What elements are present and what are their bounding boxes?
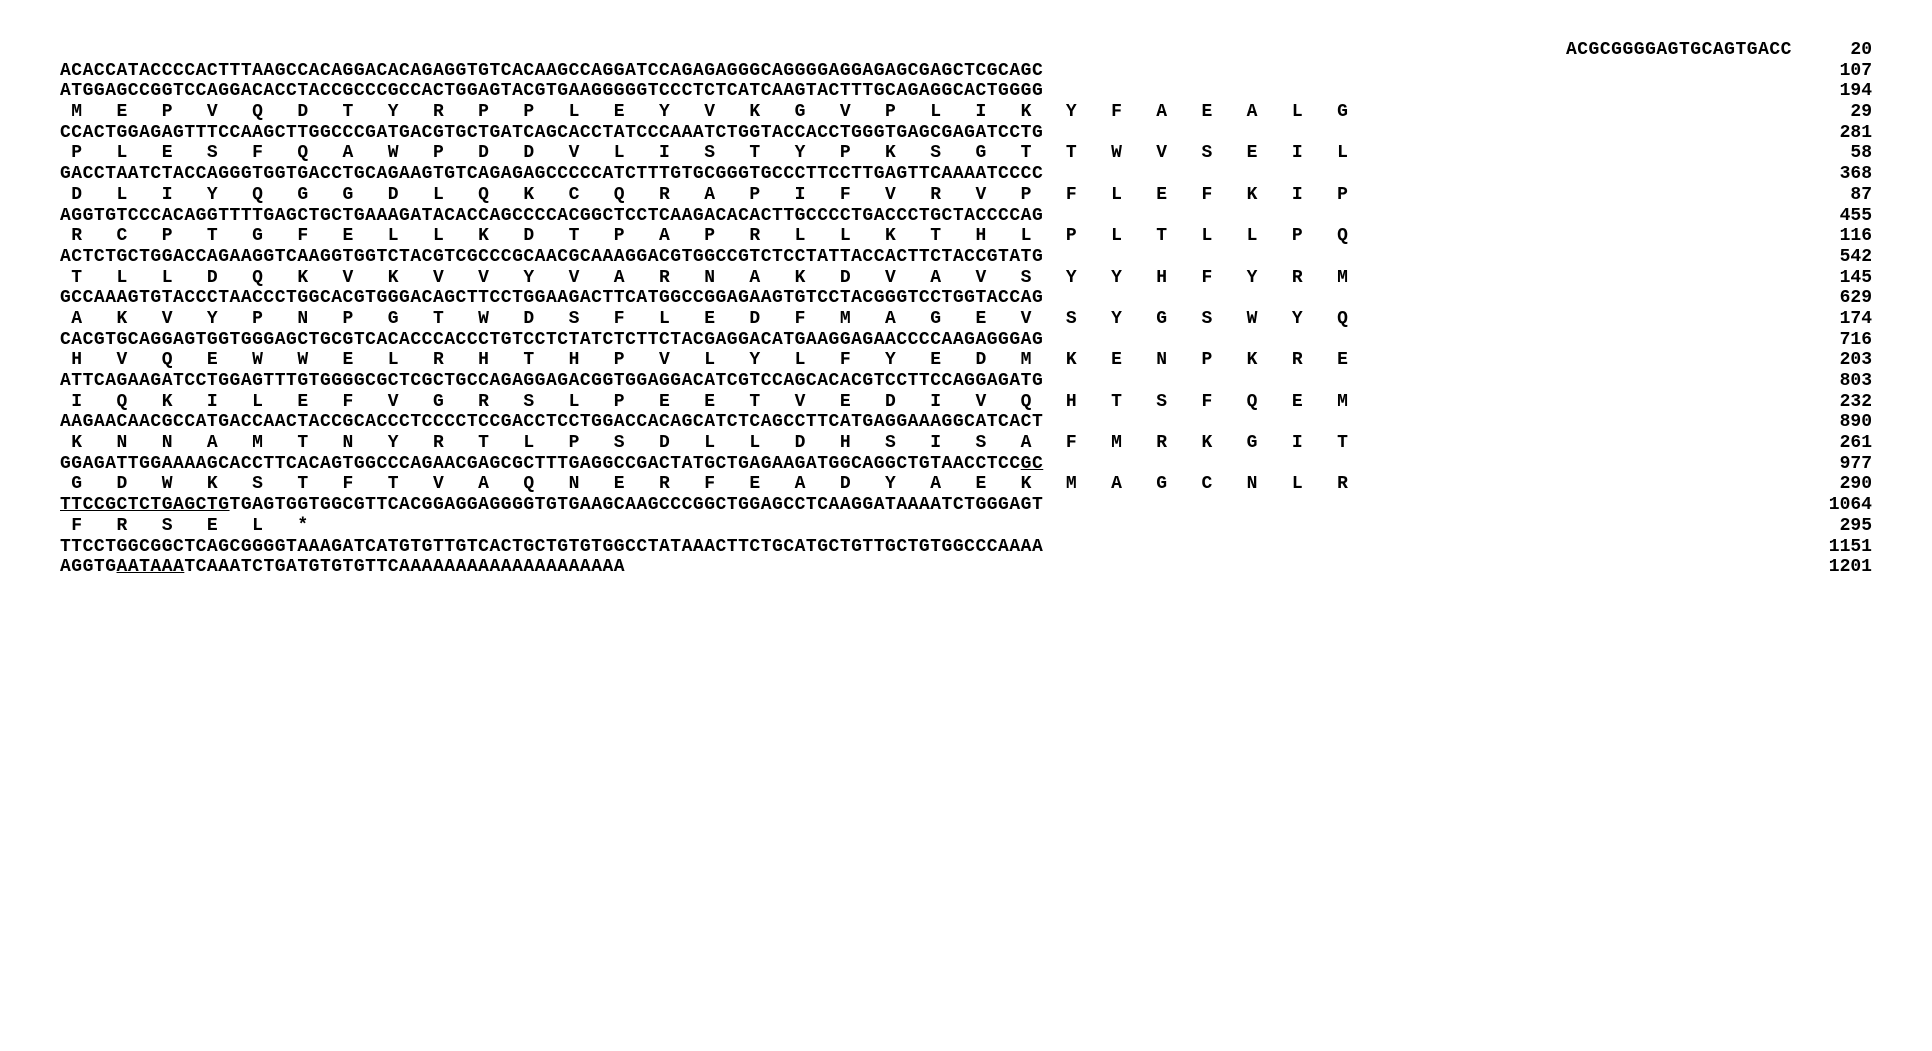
protein-line: K N N A M T N Y R T L P S D L L D H S I … (60, 433, 1872, 454)
protein-line: F R S E L * 295 (60, 516, 1872, 537)
protein-line: R C P T G F E L L K D T P A P R L L K T … (60, 226, 1872, 247)
protein-line: A K V Y P N P G T W D S F L E D F M A G … (60, 309, 1872, 330)
nucleotide-line: ACGCGGGGAGTGCAGTGACC 20 (60, 40, 1872, 61)
aa-sequence: P L E S F Q A W P D D V L I S T Y P K S … (60, 143, 1348, 164)
nucleotide-line: GACCTAATCTACCAGGGTGGTGACCTGCAGAAGTGTCAGA… (60, 164, 1872, 185)
nt-sequence: AGGTGAATAAATCAAATCTGATGTGTGTTCAAAAAAAAAA… (60, 557, 625, 578)
nucleotide-line: AAGAACAACGCCATGACCAACTACCGCACCCTCCCCTCCG… (60, 412, 1872, 433)
nucleotide-line: TTCCTGGCGGCTCAGCGGGGTAAAGATCATGTGTTGTCAC… (60, 537, 1872, 558)
position-number: 629 (1812, 288, 1872, 309)
nucleotide-line: AGGTGAATAAATCAAATCTGATGTGTGTTCAAAAAAAAAA… (60, 557, 1872, 578)
position-number: 803 (1812, 371, 1872, 392)
nucleotide-line: CACGTGCAGGAGTGGTGGGAGCTGCGTCACACCCACCCTG… (60, 330, 1872, 351)
position-number: 20 (1812, 40, 1872, 61)
nt-sequence: GCCAAAGTGTACCCTAACCCTGGCACGTGGGACAGCTTCC… (60, 288, 1043, 309)
position-number: 194 (1812, 81, 1872, 102)
aa-sequence: F R S E L * (60, 516, 309, 537)
aa-sequence: K N N A M T N Y R T L P S D L L D H S I … (60, 433, 1348, 454)
position-number: 455 (1812, 206, 1872, 227)
nt-sequence: AGGTGTCCCACAGGTTTTGAGCTGCTGAAAGATACACCAG… (60, 206, 1043, 227)
nt-sequence: ACACCATACCCCACTTTAAGCCACAGGACACAGAGGTGTC… (60, 61, 1043, 82)
aa-sequence: T L L D Q K V K V V Y V A R N A K D V A … (60, 268, 1348, 289)
position-number: 716 (1812, 330, 1872, 351)
nucleotide-line: AGGTGTCCCACAGGTTTTGAGCTGCTGAAAGATACACCAG… (60, 206, 1872, 227)
nucleotide-line: ATTCAGAAGATCCTGGAGTTTGTGGGGCGCTCGCTGCCAG… (60, 371, 1872, 392)
underlined-region: GC (1021, 454, 1044, 474)
nucleotide-line: ATGGAGCCGGTCCAGGACACCTACCGCCCGCCACTGGAGT… (60, 81, 1872, 102)
aa-position-number: 290 (1812, 474, 1872, 495)
aa-sequence: G D W K S T F T V A Q N E R F E A D Y A … (60, 474, 1348, 495)
position-number: 542 (1812, 247, 1872, 268)
nt-sequence: GACCTAATCTACCAGGGTGGTGACCTGCAGAAGTGTCAGA… (60, 164, 1043, 185)
aa-sequence: D L I Y Q G G D L Q K C Q R A P I F V R … (60, 185, 1348, 206)
protein-line: T L L D Q K V K V V Y V A R N A K D V A … (60, 268, 1872, 289)
nt-sequence: ACGCGGGGAGTGCAGTGACC (1566, 40, 1792, 61)
protein-line: P L E S F Q A W P D D V L I S T Y P K S … (60, 143, 1872, 164)
aa-sequence: H V Q E W W E L R H T H P V L Y L F Y E … (60, 350, 1348, 371)
aa-position-number: 203 (1812, 350, 1872, 371)
position-number: 1151 (1812, 537, 1872, 558)
nucleotide-line: ACTCTGCTGGACCAGAAGGTCAAGGTGGTCTACGTCGCCC… (60, 247, 1872, 268)
position-number: 977 (1812, 454, 1872, 475)
polyadenylation-signal: AATAAA (117, 557, 185, 577)
aa-position-number: 116 (1812, 226, 1872, 247)
nucleotide-line: TTCCGCTCTGAGCTGTGAGTGGTGGCGTTCACGGAGGAGG… (60, 495, 1872, 516)
aa-position-number: 261 (1812, 433, 1872, 454)
underlined-region: TTCCGCTCTGAGCTG (60, 495, 230, 515)
position-number: 368 (1812, 164, 1872, 185)
protein-line: M E P V Q D T Y R P P L E Y V K G V P L … (60, 102, 1872, 123)
aa-position-number: 58 (1812, 143, 1872, 164)
nucleotide-line: ACACCATACCCCACTTTAAGCCACAGGACACAGAGGTGTC… (60, 61, 1872, 82)
aa-position-number: 29 (1812, 102, 1872, 123)
nt-sequence: TTCCTGGCGGCTCAGCGGGGTAAAGATCATGTGTTGTCAC… (60, 537, 1043, 558)
aa-sequence: I Q K I L E F V G R S L P E E T V E D I … (60, 392, 1348, 413)
aa-position-number: 145 (1812, 268, 1872, 289)
nt-sequence: TTCCGCTCTGAGCTGTGAGTGGTGGCGTTCACGGAGGAGG… (60, 495, 1043, 516)
nt-sequence: AAGAACAACGCCATGACCAACTACCGCACCCTCCCCTCCG… (60, 412, 1043, 433)
position-number: 1201 (1812, 557, 1872, 578)
nt-sequence: ACTCTGCTGGACCAGAAGGTCAAGGTGGTCTACGTCGCCC… (60, 247, 1043, 268)
aa-position-number: 295 (1812, 516, 1872, 537)
nt-sequence: ATGGAGCCGGTCCAGGACACCTACCGCCCGCCACTGGAGT… (60, 81, 1043, 102)
aa-sequence: M E P V Q D T Y R P P L E Y V K G V P L … (60, 102, 1348, 123)
nucleotide-line: GGAGATTGGAAAAGCACCTTCACAGTGGCCCAGAACGAGC… (60, 454, 1872, 475)
protein-line: G D W K S T F T V A Q N E R F E A D Y A … (60, 474, 1872, 495)
sequence-figure: ACGCGGGGAGTGCAGTGACC 20 ACACCATACCCCACTTTA… (60, 40, 1872, 578)
position-number: 1064 (1812, 495, 1872, 516)
position-number: 281 (1812, 123, 1872, 144)
protein-line: D L I Y Q G G D L Q K C Q R A P I F V R … (60, 185, 1872, 206)
aa-sequence: A K V Y P N P G T W D S F L E D F M A G … (60, 309, 1348, 330)
protein-line: H V Q E W W E L R H T H P V L Y L F Y E … (60, 350, 1872, 371)
nt-sequence: CCACTGGAGAGTTTCCAAGCTTGGCCCGATGACGTGCTGA… (60, 123, 1043, 144)
protein-line: I Q K I L E F V G R S L P E E T V E D I … (60, 392, 1872, 413)
aa-sequence: R C P T G F E L L K D T P A P R L L K T … (60, 226, 1348, 247)
nt-sequence: CACGTGCAGGAGTGGTGGGAGCTGCGTCACACCCACCCTG… (60, 330, 1043, 351)
position-number: 890 (1812, 412, 1872, 433)
nucleotide-line: CCACTGGAGAGTTTCCAAGCTTGGCCCGATGACGTGCTGA… (60, 123, 1872, 144)
nt-sequence: ATTCAGAAGATCCTGGAGTTTGTGGGGCGCTCGCTGCCAG… (60, 371, 1043, 392)
position-number: 107 (1812, 61, 1872, 82)
aa-position-number: 87 (1812, 185, 1872, 206)
nucleotide-line: GCCAAAGTGTACCCTAACCCTGGCACGTGGGACAGCTTCC… (60, 288, 1872, 309)
aa-position-number: 174 (1812, 309, 1872, 330)
nt-sequence: GGAGATTGGAAAAGCACCTTCACAGTGGCCCAGAACGAGC… (60, 454, 1043, 475)
aa-position-number: 232 (1812, 392, 1872, 413)
